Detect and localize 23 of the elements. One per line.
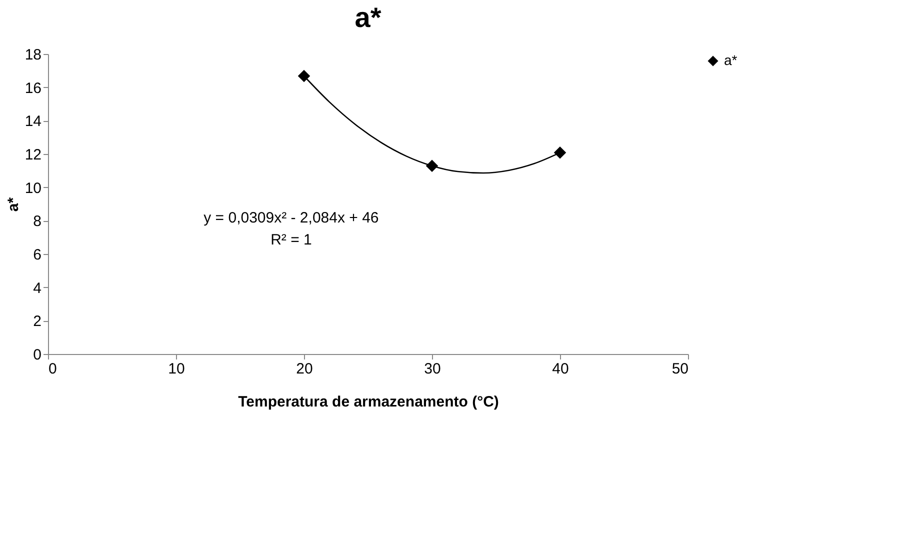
legend-label: a* — [724, 52, 738, 68]
y-tick-label: 4 — [33, 280, 42, 297]
y-tick-label: 12 — [24, 146, 42, 164]
y-tick-label: 8 — [33, 213, 42, 230]
y-tick-label: 6 — [33, 246, 42, 264]
annotation: y = 0,0309x² - 2,084x + 46 — [204, 210, 379, 226]
annotation: R² = 1 — [270, 232, 312, 248]
x-tick-label: 0 — [48, 360, 57, 378]
x-tick-label: 50 — [672, 360, 688, 378]
y-axis-title: a* — [4, 197, 22, 212]
y-tick-label: 2 — [33, 313, 42, 330]
x-tick-label: 40 — [552, 360, 569, 378]
y-tick-label: 10 — [24, 180, 42, 197]
y-tick-label: 14 — [24, 113, 42, 130]
y-tick-label: 0 — [33, 346, 42, 364]
x-axis-title: Temperatura de armazenamento (°C) — [238, 394, 499, 410]
y-tick-label: 16 — [24, 80, 42, 97]
x-tick-label: 10 — [168, 360, 185, 378]
x-tick-label: 30 — [424, 360, 441, 378]
chart-title: a* — [354, 2, 382, 33]
point — [298, 70, 310, 82]
y-tick-label: 18 — [24, 46, 42, 64]
x-tick-label: 20 — [296, 360, 313, 378]
